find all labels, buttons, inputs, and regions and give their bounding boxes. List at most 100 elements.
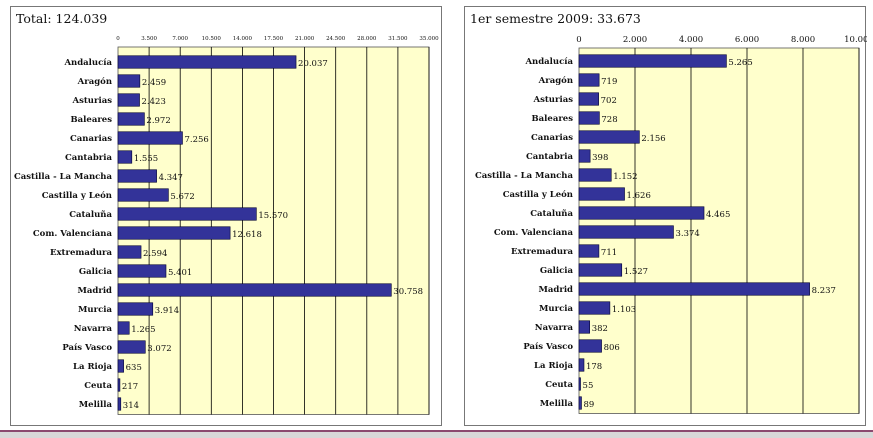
x-tick-label: 4.000 <box>679 35 703 45</box>
data-label: 217 <box>122 382 138 392</box>
bar <box>578 320 590 334</box>
category-label: País Vasco <box>523 341 573 352</box>
bar <box>578 377 581 391</box>
data-label: 4.465 <box>706 210 730 220</box>
category-label: Murcia <box>78 305 112 315</box>
bar <box>578 54 727 68</box>
data-label: 3.374 <box>675 229 699 239</box>
category-label: La Rioja <box>73 362 112 372</box>
category-label: Aragón <box>538 75 573 86</box>
category-label: Asturias <box>72 96 113 106</box>
category-label: Cataluña <box>530 208 573 219</box>
x-tick-label: 8.000 <box>791 35 815 45</box>
category-label: Extremadura <box>50 248 112 258</box>
chart-title: 1er semestre 2009: 33.673 <box>470 11 641 26</box>
chart-title: Total: 124.039 <box>16 11 108 26</box>
data-label: 12.618 <box>232 230 262 240</box>
bar <box>578 301 611 315</box>
category-label: Madrid <box>77 286 112 296</box>
data-label: 89 <box>583 400 594 410</box>
bar <box>578 73 600 87</box>
data-label: 3.072 <box>147 344 171 354</box>
data-label: 1.555 <box>134 154 158 164</box>
category-label: Baleares <box>531 114 573 124</box>
bar <box>578 396 582 410</box>
data-label: 2.459 <box>142 78 166 88</box>
data-label: 398 <box>592 153 608 163</box>
x-tick-label: 28.000 <box>357 36 377 42</box>
category-label: Castilla y León <box>42 190 112 201</box>
category-label: Com. Valenciana <box>33 229 113 239</box>
bar-chart-semester: 0 2.000 4.000 6.000 8.000 10.000 Andalucía 5.26… <box>475 35 867 414</box>
x-tick-label: 0 <box>576 35 581 45</box>
bar <box>578 187 625 201</box>
bar <box>578 263 623 277</box>
bar <box>117 207 257 221</box>
category-label: Andalucía <box>63 57 112 68</box>
bar <box>578 339 602 353</box>
data-label: 5.401 <box>168 268 192 278</box>
bar <box>578 206 705 220</box>
bar-chart-total: 0 3.500 7.000 10.500 14.000 17.500 21.000 24.50… <box>14 36 439 415</box>
bar <box>117 283 392 297</box>
category-label: Galicia <box>79 267 113 277</box>
category-label: La Rioja <box>534 361 573 371</box>
category-label: Cantabria <box>65 153 113 163</box>
bar <box>117 169 157 183</box>
data-label: 382 <box>592 324 608 334</box>
x-tick-label: 6.000 <box>735 35 759 45</box>
data-label: 635 <box>126 363 142 373</box>
bottom-divider <box>0 430 873 438</box>
data-label: 1.626 <box>627 191 651 201</box>
data-label: 4.347 <box>159 173 183 183</box>
data-label: 711 <box>601 248 617 258</box>
bar <box>117 226 231 240</box>
data-label: 30.758 <box>393 287 423 297</box>
data-label: 7.256 <box>184 135 208 145</box>
bar <box>117 264 167 278</box>
data-label: 2.972 <box>146 116 170 126</box>
bar <box>117 131 183 145</box>
category-label: Canarias <box>531 133 573 143</box>
data-label: 5.265 <box>728 58 752 68</box>
bar <box>578 282 810 296</box>
bar <box>117 245 142 259</box>
category-label: Castilla - La Mancha <box>475 171 574 181</box>
category-label: Cataluña <box>69 209 112 220</box>
bar <box>578 358 585 372</box>
bar <box>117 93 140 107</box>
x-tick-label: 21.000 <box>295 36 315 42</box>
x-tick-label: 35.000 <box>419 36 439 42</box>
x-tick-label: 2.000 <box>623 35 647 45</box>
category-label: Com. Valenciana <box>494 228 574 238</box>
x-tick-label: 31.500 <box>388 36 408 42</box>
bar <box>578 244 600 258</box>
bar <box>117 74 141 88</box>
data-label: 55 <box>583 381 594 391</box>
category-label: Navarra <box>74 324 113 334</box>
data-label: 8.237 <box>812 286 836 296</box>
chart-panel-total: Total: 124.039 0 3.500 7.000 10.500 14.000 17… <box>10 6 442 426</box>
category-label: Castilla - La Mancha <box>14 172 113 182</box>
category-label: Melilla <box>79 400 113 410</box>
data-label: 1.103 <box>612 305 636 315</box>
category-label: Andalucía <box>524 56 573 67</box>
data-label: 2.156 <box>641 134 665 144</box>
data-label: 314 <box>123 401 139 411</box>
data-label: 3.914 <box>155 306 179 316</box>
data-label: 15.570 <box>258 211 288 221</box>
data-label: 719 <box>601 77 617 87</box>
x-tick-label: 7.000 <box>172 36 188 42</box>
bar <box>578 111 600 125</box>
bar <box>578 149 591 163</box>
data-label: 1.527 <box>624 267 648 277</box>
data-label: 806 <box>604 343 620 353</box>
bar <box>117 359 124 373</box>
category-label: Cantabria <box>526 152 574 162</box>
category-label: Aragón <box>77 76 112 87</box>
bar <box>578 225 674 239</box>
category-label: Baleares <box>70 115 112 125</box>
category-label: Asturias <box>533 95 574 105</box>
bar <box>117 340 146 354</box>
bar <box>117 112 145 126</box>
